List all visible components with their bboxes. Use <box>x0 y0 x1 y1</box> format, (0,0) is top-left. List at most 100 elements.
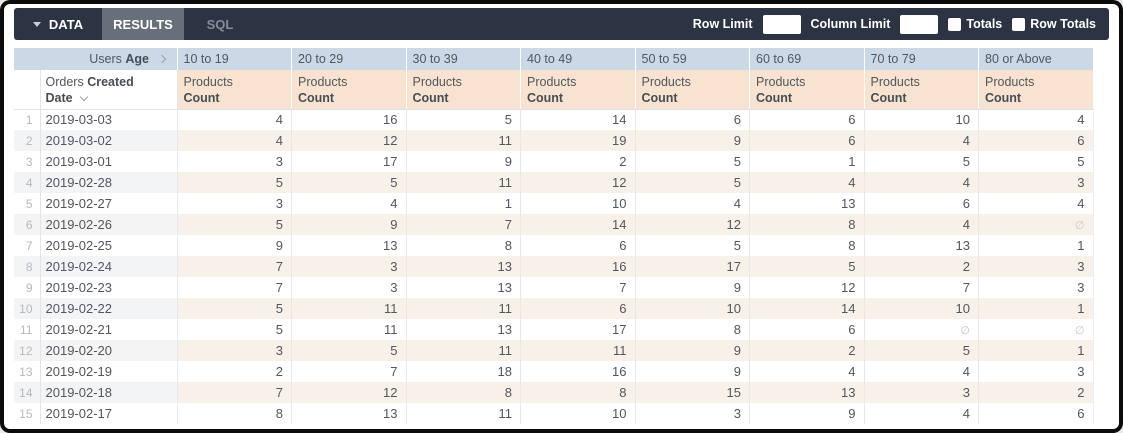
value-cell[interactable]: 17 <box>291 151 407 172</box>
pivot-value-header[interactable]: 70 to 79 <box>864 48 979 70</box>
value-cell[interactable]: 5 <box>635 151 750 172</box>
date-cell[interactable]: 2019-03-03 <box>40 109 178 130</box>
value-cell[interactable]: 4 <box>291 193 407 214</box>
value-cell[interactable]: 10 <box>864 109 979 130</box>
value-cell[interactable]: 8 <box>177 403 292 424</box>
value-cell[interactable]: 3 <box>864 382 979 403</box>
tab-sql[interactable]: SQL <box>184 8 256 40</box>
row-totals-toggle[interactable]: Row Totals <box>1012 17 1096 31</box>
value-cell[interactable]: 7 <box>406 214 521 235</box>
value-cell[interactable]: 11 <box>406 172 521 193</box>
value-cell[interactable]: 4 <box>978 193 1094 214</box>
value-cell[interactable]: 9 <box>635 361 750 382</box>
measure-header[interactable]: Products Count <box>520 70 636 110</box>
measure-header[interactable]: Products Count <box>749 70 865 110</box>
value-cell[interactable]: 1 <box>978 235 1094 256</box>
value-cell[interactable]: 13 <box>406 256 521 277</box>
tab-data[interactable]: DATA <box>14 8 102 40</box>
value-cell[interactable]: 5 <box>406 109 521 130</box>
value-cell[interactable]: 11 <box>520 340 636 361</box>
value-cell[interactable]: 6 <box>520 298 636 319</box>
date-cell[interactable]: 2019-02-27 <box>40 193 178 214</box>
value-cell[interactable]: 11 <box>406 298 521 319</box>
date-cell[interactable]: 2019-03-01 <box>40 151 178 172</box>
value-cell[interactable]: 12 <box>291 130 407 151</box>
measure-header[interactable]: Products Count <box>864 70 979 110</box>
value-cell[interactable]: 14 <box>520 109 636 130</box>
value-cell[interactable]: 19 <box>520 130 636 151</box>
value-cell[interactable]: 3 <box>978 277 1094 298</box>
date-cell[interactable]: 2019-02-22 <box>40 298 178 319</box>
value-cell[interactable]: 11 <box>291 319 407 340</box>
value-cell[interactable]: 16 <box>520 256 636 277</box>
value-cell[interactable]: 9 <box>177 235 292 256</box>
value-cell[interactable]: 8 <box>406 235 521 256</box>
value-cell[interactable]: 1 <box>749 151 865 172</box>
value-cell[interactable]: 3 <box>978 361 1094 382</box>
value-cell[interactable]: 13 <box>406 319 521 340</box>
date-cell[interactable]: 2019-02-23 <box>40 277 178 298</box>
value-cell[interactable]: 4 <box>864 361 979 382</box>
value-cell[interactable]: 8 <box>749 214 865 235</box>
value-cell[interactable]: 7 <box>291 361 407 382</box>
value-cell[interactable]: 3 <box>177 193 292 214</box>
pivot-value-header[interactable]: 40 to 49 <box>520 48 636 70</box>
value-cell[interactable]: 7 <box>520 277 636 298</box>
row-totals-checkbox[interactable] <box>1012 17 1026 31</box>
value-cell[interactable]: 3 <box>177 151 292 172</box>
pivot-value-header[interactable]: 50 to 59 <box>635 48 750 70</box>
value-cell[interactable]: 7 <box>177 382 292 403</box>
value-cell[interactable]: 6 <box>978 403 1094 424</box>
value-cell[interactable]: 2 <box>864 256 979 277</box>
value-cell[interactable]: 4 <box>749 172 865 193</box>
value-cell[interactable]: 9 <box>749 403 865 424</box>
value-cell[interactable]: 5 <box>177 319 292 340</box>
value-cell[interactable]: 6 <box>978 130 1094 151</box>
value-cell[interactable]: 3 <box>291 256 407 277</box>
value-cell[interactable]: 4 <box>864 214 979 235</box>
value-cell[interactable]: 6 <box>635 109 750 130</box>
pivot-value-header[interactable]: 60 to 69 <box>749 48 865 70</box>
value-cell[interactable]: 5 <box>864 340 979 361</box>
value-cell[interactable]: 11 <box>406 403 521 424</box>
date-cell[interactable]: 2019-02-19 <box>40 361 178 382</box>
value-cell[interactable]: 8 <box>520 382 636 403</box>
date-cell[interactable]: 2019-02-20 <box>40 340 178 361</box>
value-cell[interactable]: 13 <box>864 235 979 256</box>
pivot-dimension-header[interactable]: Users Age <box>14 48 178 70</box>
value-cell[interactable]: 4 <box>177 130 292 151</box>
value-cell[interactable]: 11 <box>406 130 521 151</box>
value-cell[interactable]: 5 <box>635 172 750 193</box>
value-cell[interactable]: 5 <box>749 256 865 277</box>
value-cell[interactable]: 6 <box>749 130 865 151</box>
tab-results[interactable]: RESULTS <box>102 8 184 40</box>
value-cell[interactable]: 8 <box>635 319 750 340</box>
value-cell[interactable]: 10 <box>635 298 750 319</box>
value-cell[interactable]: 5 <box>864 151 979 172</box>
value-cell[interactable]: 12 <box>520 172 636 193</box>
value-cell[interactable]: 4 <box>864 172 979 193</box>
date-cell[interactable]: 2019-02-18 <box>40 382 178 403</box>
measure-header[interactable]: Products Count <box>978 70 1093 110</box>
totals-toggle[interactable]: Totals <box>948 17 1002 31</box>
value-cell[interactable]: 6 <box>864 193 979 214</box>
value-cell[interactable]: 7 <box>177 256 292 277</box>
value-cell[interactable]: 13 <box>749 193 865 214</box>
value-cell[interactable]: 4 <box>864 130 979 151</box>
value-cell[interactable]: 10 <box>520 403 636 424</box>
value-cell[interactable]: 5 <box>291 172 407 193</box>
date-cell[interactable]: 2019-02-25 <box>40 235 178 256</box>
value-cell[interactable]: 3 <box>635 403 750 424</box>
value-cell[interactable]: 2 <box>978 382 1094 403</box>
value-cell[interactable]: ∅ <box>978 214 1094 235</box>
value-cell[interactable]: 5 <box>291 340 407 361</box>
value-cell[interactable]: 16 <box>520 361 636 382</box>
value-cell[interactable]: 3 <box>978 172 1094 193</box>
value-cell[interactable]: 5 <box>978 151 1094 172</box>
value-cell[interactable]: 16 <box>291 109 407 130</box>
value-cell[interactable]: 8 <box>406 382 521 403</box>
value-cell[interactable]: 15 <box>635 382 750 403</box>
value-cell[interactable]: 6 <box>520 235 636 256</box>
value-cell[interactable]: 13 <box>291 403 407 424</box>
value-cell[interactable]: 5 <box>635 235 750 256</box>
